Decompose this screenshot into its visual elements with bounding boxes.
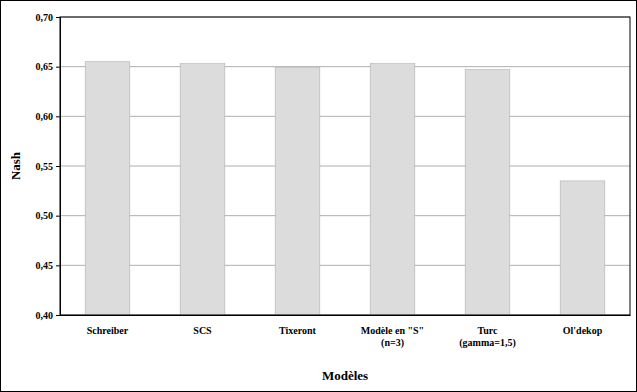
y-tick-label: 0,40 xyxy=(36,310,54,321)
bar xyxy=(85,62,130,315)
grid-line xyxy=(60,265,630,266)
y-tick-mark xyxy=(56,67,60,68)
x-tick-label-line: Schreiber xyxy=(87,325,129,336)
y-tick-label: 0,55 xyxy=(36,161,54,172)
x-axis: Schreiber SCS Tixeront Modèle en "S"(n=3) Tu… xyxy=(61,315,631,349)
x-tick-label: SCS xyxy=(193,325,212,336)
x-tick-label: Ol'dekop xyxy=(563,325,603,336)
x-tick-label-line: (n=3) xyxy=(381,337,404,349)
x-tick-label-line: Turc xyxy=(477,325,498,336)
x-tick-label: Tixeront xyxy=(279,325,317,336)
y-axis: 0,40 0,45 0,50 0,55 0,60 0,65 0,70 xyxy=(36,12,61,321)
x-axis-title: Modèles xyxy=(322,368,368,383)
y-tick: 0,60 xyxy=(36,111,61,122)
bar xyxy=(370,64,415,315)
y-tick: 0,45 xyxy=(36,260,61,271)
bars xyxy=(85,62,605,315)
y-tick: 0,50 xyxy=(36,210,61,221)
grid-line xyxy=(60,215,630,216)
grid xyxy=(60,17,630,315)
y-tick-label: 0,50 xyxy=(36,210,54,221)
y-tick-mark xyxy=(56,17,60,18)
y-tick-mark xyxy=(56,216,60,217)
y-tick: 0,65 xyxy=(36,61,61,72)
x-axis-line xyxy=(61,315,631,316)
x-tick-label-line: Tixeront xyxy=(279,325,317,336)
x-tick-label-line: (gamma=1,5) xyxy=(459,337,516,349)
bar xyxy=(180,64,225,315)
grid-line xyxy=(60,66,630,67)
grid-line xyxy=(60,116,630,117)
x-tick-label: Modèle en "S"(n=3) xyxy=(361,325,424,349)
y-tick-mark xyxy=(56,116,60,117)
plot-frame xyxy=(60,17,630,315)
x-tick: Turc(gamma=1,5) xyxy=(459,315,516,349)
y-tick-label: 0,60 xyxy=(36,111,54,122)
outer-frame xyxy=(1,1,637,392)
y-tick: 0,55 xyxy=(36,161,61,172)
y-tick: 0,70 xyxy=(36,12,61,23)
x-tick: Modèle en "S"(n=3) xyxy=(361,315,424,349)
y-tick-mark xyxy=(56,315,60,316)
y-tick-label: 0,65 xyxy=(36,61,54,72)
y-tick: 0,40 xyxy=(36,310,61,321)
bar xyxy=(275,68,320,315)
y-tick-label: 0,70 xyxy=(36,12,54,23)
x-tick: Schreiber xyxy=(87,315,129,336)
bar xyxy=(465,70,510,315)
y-axis-line xyxy=(56,18,61,316)
y-tick-mark xyxy=(56,166,60,167)
x-tick-label: Schreiber xyxy=(87,325,129,336)
x-tick: Ol'dekop xyxy=(563,315,603,336)
plot: 0,40 0,45 0,50 0,55 0,60 0,65 0,70 Schreiber SCS… xyxy=(36,12,631,349)
bar xyxy=(560,181,605,315)
y-axis-title: Nash xyxy=(8,151,23,180)
chart: 0,40 0,45 0,50 0,55 0,60 0,65 0,70 Schreiber SCS… xyxy=(0,0,637,392)
x-tick-label: Turc(gamma=1,5) xyxy=(459,325,516,349)
x-tick-label-line: Ol'dekop xyxy=(563,325,603,336)
x-tick-label-line: Modèle en "S" xyxy=(361,325,424,336)
y-tick-mark xyxy=(56,265,60,266)
grid-line xyxy=(60,166,630,167)
x-tick: SCS xyxy=(193,315,212,336)
x-tick: Tixeront xyxy=(279,315,317,336)
y-tick-label: 0,45 xyxy=(36,260,54,271)
x-tick-label-line: SCS xyxy=(193,325,212,336)
